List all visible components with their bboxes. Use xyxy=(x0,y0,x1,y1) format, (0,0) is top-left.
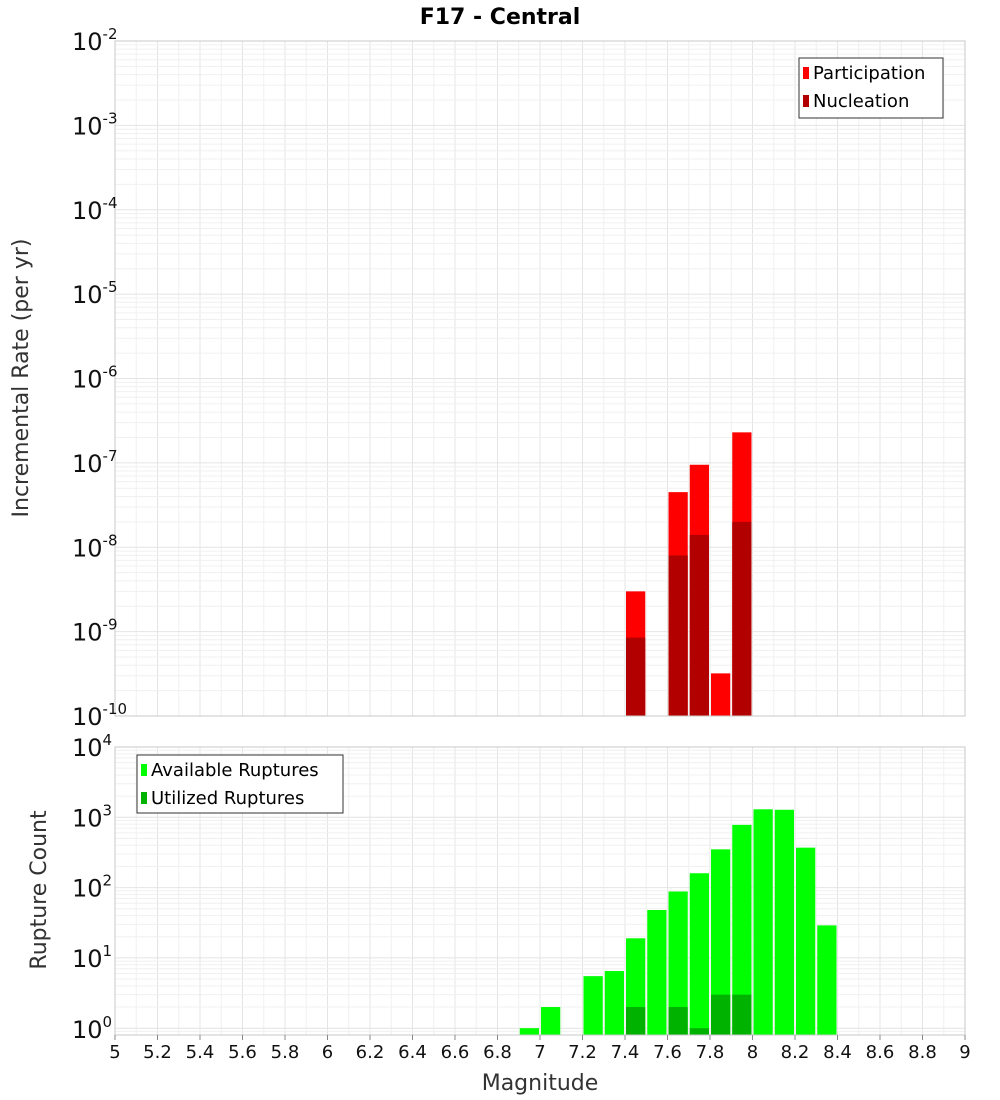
bar-nucleation xyxy=(626,637,646,716)
x-axis: 5 5.2 5.4 5.6 5.8 6 6.2 6.4 6.6 6.8 7 7.2 7.4 7.6 7.8 8… xyxy=(109,1035,971,1063)
bar-nucleation xyxy=(689,534,709,716)
bar-available-ruptures xyxy=(753,809,773,1035)
legend-entry: Participation xyxy=(813,63,925,84)
y-tick-label: 10-7 xyxy=(72,447,118,478)
x-tick-label: 8.6 xyxy=(866,1042,895,1063)
x-tick-label: 6 xyxy=(322,1042,333,1063)
y-tick-label: 103 xyxy=(72,801,112,832)
y-tick-label: 100 xyxy=(72,1013,112,1044)
x-tick-label: 5 xyxy=(109,1042,120,1063)
chart-title: F17 - Central xyxy=(420,5,581,30)
bar-available-ruptures xyxy=(583,976,603,1035)
bar-available-ruptures xyxy=(732,824,752,1035)
bar-participation xyxy=(711,673,731,716)
y-tick-label: 10-6 xyxy=(72,363,118,394)
bar-available-ruptures xyxy=(519,1028,539,1035)
bar-available-ruptures xyxy=(774,809,794,1035)
y-tick-label: 10-2 xyxy=(72,25,118,56)
bar-available-ruptures xyxy=(711,849,731,1035)
x-axis-label: Magnitude xyxy=(482,1071,599,1096)
bar-available-ruptures xyxy=(796,847,816,1035)
x-tick-label: 8.8 xyxy=(908,1042,937,1063)
x-tick-label: 7.8 xyxy=(696,1042,725,1063)
x-tick-label: 5.4 xyxy=(186,1042,215,1063)
x-tick-label: 7.6 xyxy=(653,1042,682,1063)
legend: Available Ruptures Utilized Ruptures xyxy=(136,754,344,814)
bar-available-ruptures xyxy=(817,925,837,1035)
x-tick-label: 7 xyxy=(534,1042,545,1063)
x-tick-label: 9 xyxy=(959,1042,970,1063)
x-tick-label: 5.2 xyxy=(143,1042,172,1063)
y-tick-label: 10-10 xyxy=(72,700,127,731)
bar-available-ruptures xyxy=(689,873,709,1035)
legend-entry: Utilized Ruptures xyxy=(151,788,304,809)
bar-utilized-ruptures xyxy=(626,1007,646,1035)
y-tick-label: 10-3 xyxy=(72,109,118,140)
bar-available-ruptures xyxy=(604,971,624,1035)
y-tick-label: 102 xyxy=(72,872,112,903)
y-tick-label: 10-5 xyxy=(72,278,118,309)
legend: Participation Nucleation xyxy=(798,57,944,119)
x-tick-label: 8.4 xyxy=(823,1042,852,1063)
bar-utilized-ruptures xyxy=(668,1007,688,1035)
y-tick-label: 10-8 xyxy=(72,531,118,562)
x-tick-label: 5.8 xyxy=(271,1042,300,1063)
x-tick-label: 6.8 xyxy=(483,1042,512,1063)
bar-utilized-ruptures xyxy=(711,994,731,1035)
x-tick-label: 8.2 xyxy=(781,1042,810,1063)
bar-utilized-ruptures xyxy=(689,1028,709,1035)
y-tick-label: 10-4 xyxy=(72,194,118,225)
plot-frame xyxy=(114,40,966,717)
x-tick-label: 6.4 xyxy=(398,1042,427,1063)
bar-nucleation xyxy=(732,521,752,716)
y-tick-label: 104 xyxy=(72,731,112,762)
x-tick-label: 5.6 xyxy=(228,1042,257,1063)
legend-swatch xyxy=(141,792,147,804)
bar-available-ruptures xyxy=(668,891,688,1035)
x-tick-label: 7.4 xyxy=(611,1042,640,1063)
bar-available-ruptures xyxy=(647,910,667,1035)
legend-box xyxy=(136,754,344,814)
rate-panel: 10-2 10-3 10-4 10-5 10-6 10-7 10-8 10-9 10-10 Inc… xyxy=(9,25,966,731)
x-tick-label: 7.2 xyxy=(568,1042,597,1063)
legend-entry: Nucleation xyxy=(813,91,909,112)
x-tick-label: 8 xyxy=(747,1042,758,1063)
y-axis-label: Rupture Count xyxy=(27,810,52,970)
bar-nucleation xyxy=(668,555,688,716)
legend-swatch xyxy=(803,67,809,79)
x-tick-label: 6.2 xyxy=(356,1042,385,1063)
bar-available-ruptures xyxy=(541,1007,561,1035)
y-tick-label: 10-9 xyxy=(72,616,118,647)
y-tick-label: 101 xyxy=(72,942,112,973)
count-panel: 104 103 102 101 100 Rupture Count Available Ru… xyxy=(27,731,966,1044)
y-axis-label: Incremental Rate (per yr) xyxy=(9,239,34,518)
legend-box xyxy=(798,57,944,119)
legend-swatch xyxy=(141,764,147,776)
legend-swatch xyxy=(803,95,809,107)
x-tick-label: 6.6 xyxy=(441,1042,470,1063)
legend-entry: Available Ruptures xyxy=(151,760,319,781)
bar-utilized-ruptures xyxy=(732,994,752,1035)
